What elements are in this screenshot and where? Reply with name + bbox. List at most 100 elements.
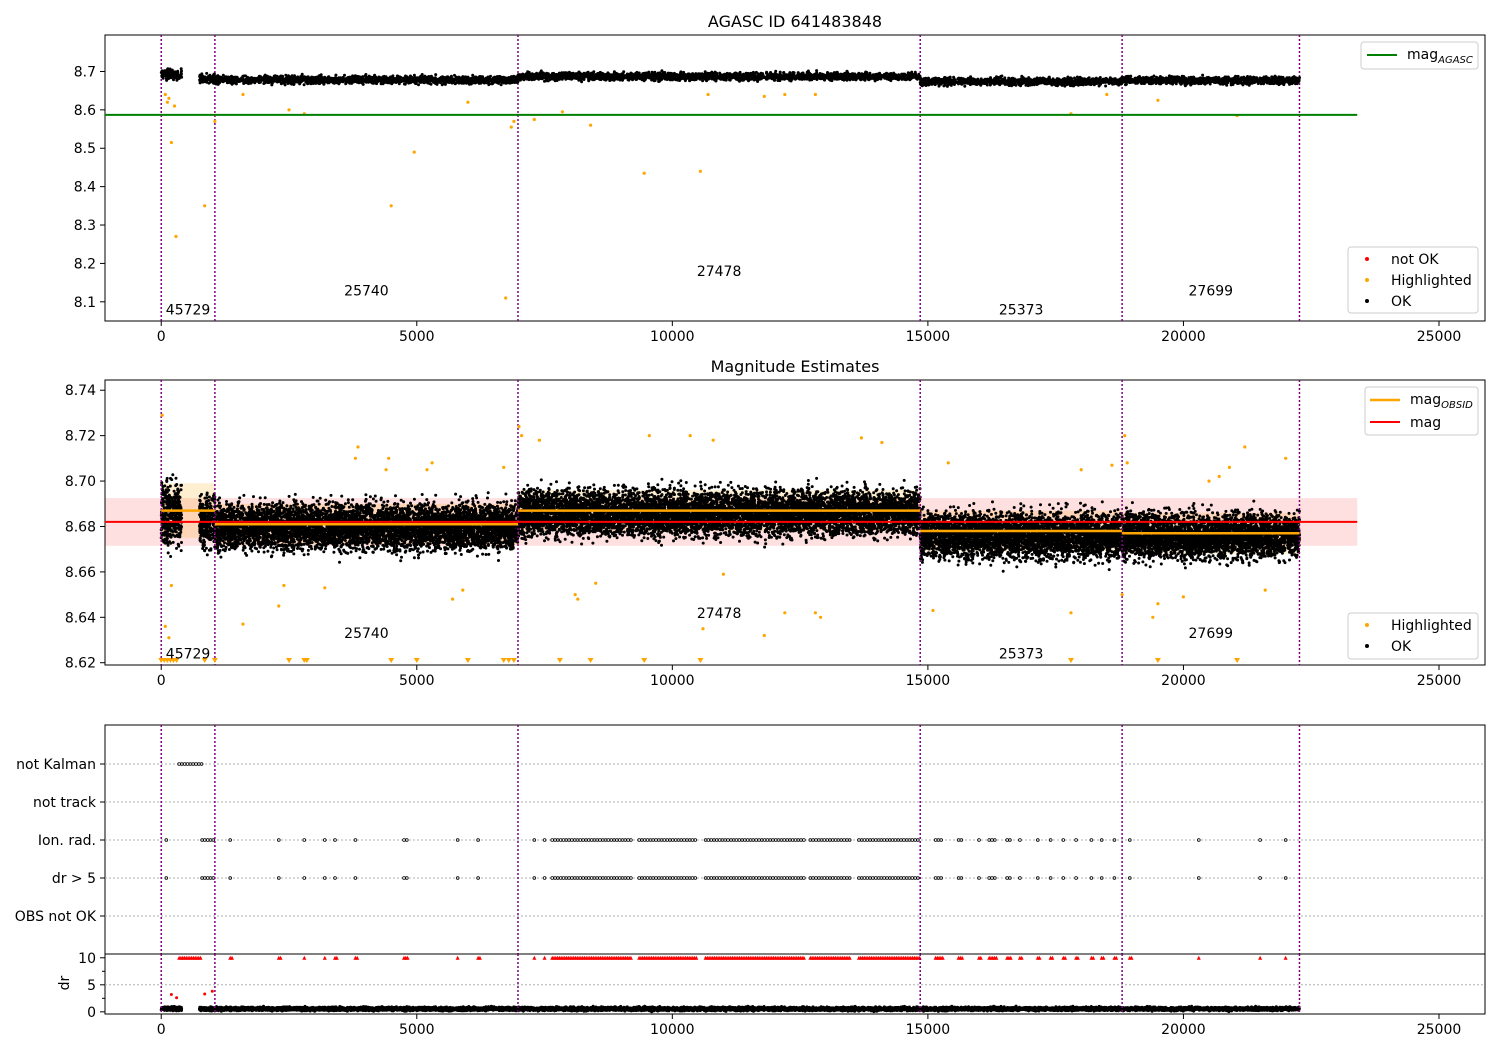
ok-point	[589, 77, 592, 80]
ok-point	[756, 79, 759, 82]
ok-point	[180, 76, 183, 79]
ok-point	[502, 79, 505, 82]
ok-point	[313, 78, 316, 81]
ok-point	[630, 72, 633, 75]
ok-point	[886, 74, 889, 77]
ok-point	[746, 73, 749, 76]
ok-point	[224, 77, 227, 80]
ok-point	[306, 78, 309, 81]
ok-point	[808, 72, 811, 75]
ok-point	[163, 69, 166, 72]
ok-point	[204, 80, 207, 83]
ok-point	[815, 76, 818, 79]
ok-point	[205, 72, 208, 75]
ok-point	[274, 80, 277, 83]
ok-point	[615, 75, 618, 78]
ok-point	[675, 76, 678, 79]
ok-point	[629, 74, 632, 77]
ok-point	[815, 71, 818, 74]
ok-point	[358, 81, 361, 84]
ok-point	[160, 74, 163, 77]
ok-point	[594, 73, 597, 76]
ok-point	[882, 74, 885, 77]
ok-point	[235, 76, 238, 79]
ok-point	[389, 81, 392, 84]
ok-point	[165, 73, 168, 76]
ok-point	[704, 70, 707, 73]
ok-point	[642, 72, 645, 75]
ok-point	[842, 73, 845, 76]
ok-point	[169, 72, 172, 75]
ok-point	[348, 82, 351, 85]
ok-point	[615, 72, 618, 75]
ok-point	[176, 70, 179, 73]
ok-point	[280, 82, 283, 85]
ok-point	[800, 77, 803, 80]
ok-point	[201, 78, 204, 81]
ok-point	[471, 74, 474, 77]
ok-point	[301, 73, 304, 76]
ok-point	[214, 80, 217, 83]
ok-point	[414, 79, 417, 82]
ok-point	[199, 81, 202, 84]
ok-point	[293, 74, 296, 77]
ok-point	[859, 77, 862, 80]
ok-point	[602, 75, 605, 78]
ok-point	[637, 74, 640, 77]
ok-point	[454, 78, 457, 81]
ok-point	[355, 80, 358, 83]
ok-point	[734, 72, 737, 75]
ok-point	[496, 75, 499, 78]
ok-point	[226, 79, 229, 82]
ok-point	[176, 73, 179, 76]
ok-point	[897, 73, 900, 76]
ok-point	[738, 73, 741, 76]
ok-point	[599, 71, 602, 74]
ok-point	[806, 77, 809, 80]
ok-point	[749, 78, 752, 81]
ok-point	[510, 75, 513, 78]
ok-point	[432, 81, 435, 84]
ok-point	[207, 82, 210, 85]
ok-point	[543, 80, 546, 83]
ok-point	[540, 72, 543, 75]
ok-point	[848, 74, 851, 77]
ok-point	[908, 74, 911, 77]
ok-point	[859, 74, 862, 77]
ok-point	[742, 73, 745, 76]
ok-point	[742, 76, 745, 79]
ok-point	[269, 77, 272, 80]
ok-point	[238, 80, 241, 83]
ok-point	[344, 79, 347, 82]
ok-point	[518, 75, 521, 78]
ok-point	[790, 76, 793, 79]
ok-point	[612, 75, 615, 78]
ok-point	[864, 74, 867, 77]
ok-point	[478, 82, 481, 85]
ok-point	[526, 75, 529, 78]
ok-point	[577, 77, 580, 80]
ok-point	[260, 76, 263, 79]
ok-point	[420, 75, 423, 78]
ok-point	[341, 80, 344, 83]
ok-point	[301, 78, 304, 81]
ok-point	[580, 76, 583, 79]
ok-point	[622, 70, 625, 73]
ok-point	[682, 76, 685, 79]
ok-point	[592, 78, 595, 81]
ok-point	[449, 79, 452, 82]
ok-point	[879, 74, 882, 77]
ok-point	[397, 80, 400, 83]
ok-point	[277, 80, 280, 83]
ok-point	[672, 73, 675, 76]
ok-point	[530, 73, 533, 76]
ok-point	[271, 79, 274, 82]
ok-point	[172, 78, 175, 81]
ok-point	[392, 78, 395, 81]
ok-point	[414, 82, 417, 85]
ok-point	[365, 81, 368, 84]
ok-point	[719, 78, 722, 81]
ok-point	[400, 79, 403, 82]
ok-point	[647, 76, 650, 79]
